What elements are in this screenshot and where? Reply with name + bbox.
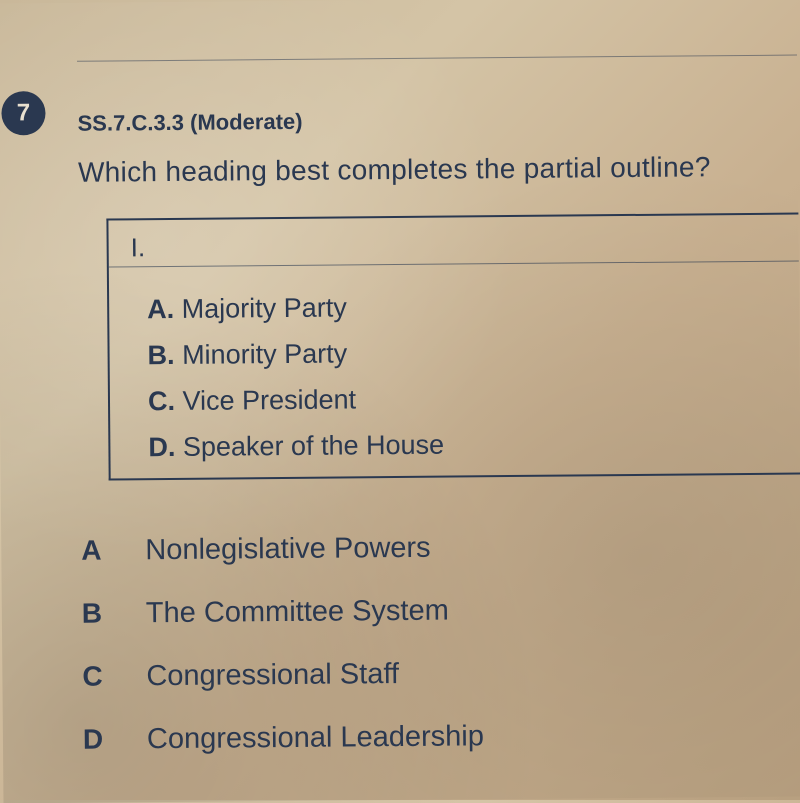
top-divider [77, 55, 797, 62]
outline-item-letter: A. [147, 294, 174, 324]
standard-code: SS.7.C.3.3 (Moderate) [77, 109, 302, 137]
outline-box: I. A. Majority Party B. Minority Party C… [106, 213, 800, 481]
outline-item: C. Vice President [148, 373, 780, 424]
answer-letter: A [81, 534, 145, 567]
answer-choice[interactable]: C Congressional Staff [82, 654, 800, 693]
answer-choices: A Nonlegislative Powers B The Committee … [81, 529, 800, 787]
outline-item-text: Vice President [182, 384, 356, 416]
outline-item-text: Speaker of the House [183, 429, 444, 461]
outline-item: A. Majority Party [147, 282, 779, 333]
answer-letter: D [83, 723, 147, 756]
outline-item-text: Minority Party [182, 338, 347, 369]
answer-text: The Committee System [146, 595, 449, 631]
outline-item: B. Minority Party [147, 328, 779, 379]
answer-letter: C [82, 660, 146, 693]
outline-heading-marker: I. [131, 227, 779, 264]
question-number-text: 7 [17, 99, 31, 127]
question-number-badge: 7 [1, 91, 45, 135]
outline-item-letter: C. [148, 386, 175, 416]
outline-item: D. Speaker of the House [148, 419, 780, 470]
question-prompt: Which heading best completes the partial… [78, 151, 798, 189]
answer-text: Congressional Staff [146, 658, 399, 693]
outline-item-letter: D. [148, 432, 175, 462]
answer-choice[interactable]: D Congressional Leadership [83, 717, 800, 756]
outline-item-letter: B. [147, 340, 174, 370]
answer-choice[interactable]: A Nonlegislative Powers [81, 529, 800, 568]
answer-choice[interactable]: B The Committee System [82, 592, 800, 631]
outline-items: A. Majority Party B. Minority Party C. V… [129, 282, 781, 471]
answer-text: Congressional Leadership [147, 720, 484, 756]
outline-item-text: Majority Party [182, 292, 347, 323]
worksheet-page: 7 SS.7.C.3.3 (Moderate) Which heading be… [0, 0, 800, 803]
answer-text: Nonlegislative Powers [145, 532, 431, 567]
answer-letter: B [82, 597, 146, 630]
